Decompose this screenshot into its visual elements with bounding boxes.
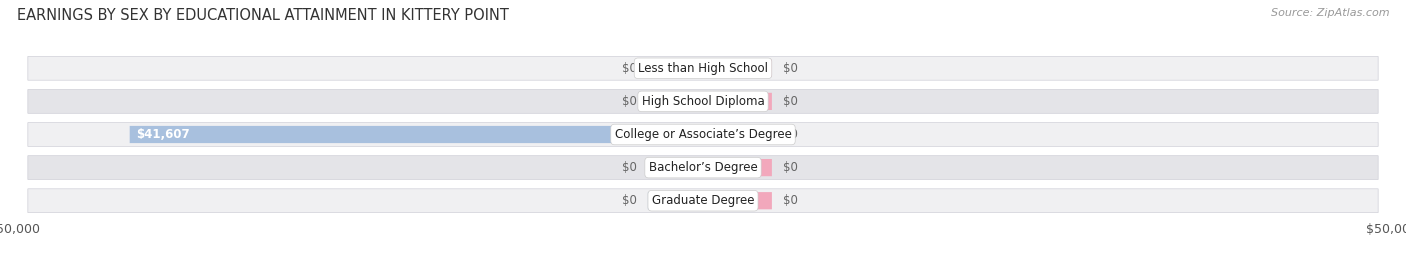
FancyBboxPatch shape <box>648 159 703 176</box>
FancyBboxPatch shape <box>28 189 1378 213</box>
Text: $0: $0 <box>783 95 797 108</box>
FancyBboxPatch shape <box>129 126 703 143</box>
FancyBboxPatch shape <box>648 192 703 209</box>
Text: $0: $0 <box>621 194 637 207</box>
FancyBboxPatch shape <box>28 90 1378 113</box>
FancyBboxPatch shape <box>703 93 772 110</box>
Text: $41,607: $41,607 <box>136 128 190 141</box>
Text: $0: $0 <box>783 161 797 174</box>
FancyBboxPatch shape <box>648 93 703 110</box>
FancyBboxPatch shape <box>28 123 1378 146</box>
FancyBboxPatch shape <box>703 192 772 209</box>
Text: High School Diploma: High School Diploma <box>641 95 765 108</box>
FancyBboxPatch shape <box>28 156 1378 179</box>
FancyBboxPatch shape <box>703 60 772 77</box>
Text: Less than High School: Less than High School <box>638 62 768 75</box>
Text: $0: $0 <box>783 128 797 141</box>
Text: $0: $0 <box>621 161 637 174</box>
Text: $0: $0 <box>621 62 637 75</box>
Text: College or Associate’s Degree: College or Associate’s Degree <box>614 128 792 141</box>
FancyBboxPatch shape <box>648 60 703 77</box>
FancyBboxPatch shape <box>703 126 772 143</box>
Text: $0: $0 <box>783 194 797 207</box>
Text: EARNINGS BY SEX BY EDUCATIONAL ATTAINMENT IN KITTERY POINT: EARNINGS BY SEX BY EDUCATIONAL ATTAINMEN… <box>17 8 509 23</box>
Text: Graduate Degree: Graduate Degree <box>652 194 754 207</box>
Text: $0: $0 <box>783 62 797 75</box>
Text: Bachelor’s Degree: Bachelor’s Degree <box>648 161 758 174</box>
Text: $0: $0 <box>621 95 637 108</box>
Text: Source: ZipAtlas.com: Source: ZipAtlas.com <box>1271 8 1389 18</box>
FancyBboxPatch shape <box>28 56 1378 80</box>
FancyBboxPatch shape <box>703 159 772 176</box>
